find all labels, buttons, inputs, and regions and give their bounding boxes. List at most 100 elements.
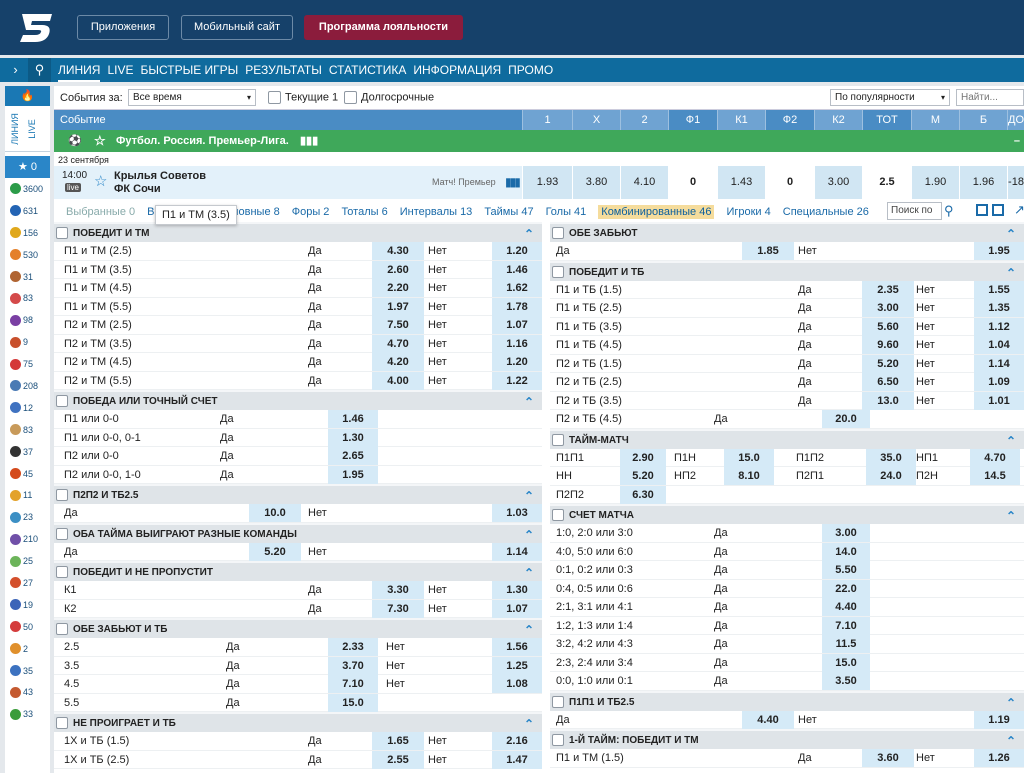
odds-value[interactable]: 1.09 (974, 373, 1024, 391)
market-block-header[interactable]: ПОБЕДИТ И НЕ ПРОПУСТИТ ⌃ (54, 561, 542, 581)
odds-value[interactable]: 1.65 (372, 732, 424, 750)
market-tab[interactable]: Выбранные 0 (66, 206, 136, 218)
sidebar-sport-item[interactable]: 75 (5, 353, 50, 375)
sidebar-sport-item[interactable]: 31 (5, 266, 50, 288)
odds-value[interactable]: 1.16 (492, 334, 542, 353)
odds-value[interactable]: 2.65 (328, 447, 378, 465)
nav-item[interactable]: ЛИНИЯ (58, 58, 101, 82)
market-block-header[interactable]: СЧЕТ МАТЧА ⌃ (550, 504, 1024, 524)
odds-column-header[interactable]: 1 (522, 110, 572, 130)
sidebar-sport-item[interactable]: 23 (5, 506, 50, 528)
market-checkbox[interactable] (552, 433, 564, 446)
market-checkbox[interactable] (56, 566, 68, 579)
sidebar-sport-item[interactable]: 37 (5, 441, 50, 463)
odds-value[interactable]: 24.0 (866, 467, 916, 485)
fonbet-logo-icon[interactable] (18, 10, 54, 44)
chevron-up-icon[interactable]: ⌃ (523, 717, 534, 731)
odds-value[interactable]: 1.62 (492, 279, 542, 297)
odds-column-header[interactable]: ТОТ (862, 110, 911, 130)
market-tab[interactable]: Комбинированные 46 (598, 205, 715, 219)
chevron-up-icon[interactable]: ⌃ (523, 527, 534, 542)
tab-line[interactable]: ЛИНИЯ (9, 113, 20, 145)
odds-value[interactable]: 2.60 (372, 260, 424, 279)
odds-value[interactable]: 7.10 (328, 675, 378, 693)
odds-value[interactable]: 4.00 (372, 371, 424, 390)
loyalty-program-button[interactable]: Программа лояльности (304, 15, 463, 40)
market-checkbox[interactable] (552, 265, 564, 278)
two-column-icon[interactable] (976, 204, 988, 216)
odds-value[interactable]: 3.00 (822, 524, 870, 542)
odds-value[interactable]: 1.03 (492, 504, 542, 522)
market-checkbox[interactable] (56, 623, 68, 636)
odds-cell[interactable]: 1.90 (911, 166, 959, 199)
odds-value[interactable]: 6.50 (862, 373, 914, 391)
market-tab[interactable]: Игроки 4 (726, 206, 771, 218)
sidebar-sport-item[interactable]: 83 (5, 287, 50, 309)
market-block-header[interactable]: ОБЕ ЗАБЬЮТ И ТБ ⌃ (54, 618, 542, 638)
chevron-up-icon[interactable]: ⌃ (523, 623, 534, 637)
odds-column-header[interactable]: К2 (814, 110, 862, 130)
chevron-up-icon[interactable]: ⌃ (523, 489, 534, 503)
market-tab[interactable]: Форы 2 (291, 206, 330, 218)
sidebar-sport-item[interactable]: 210 (5, 528, 50, 550)
chevron-up-icon[interactable]: ⌃ (1005, 265, 1016, 280)
nav-item[interactable]: LIVE (107, 63, 134, 77)
odds-value[interactable]: 4.40 (742, 710, 794, 729)
market-checkbox[interactable] (552, 695, 564, 708)
odds-value[interactable]: 8.10 (724, 467, 774, 485)
odds-value[interactable]: 15.0 (328, 693, 378, 712)
odds-value[interactable]: 3.00 (862, 299, 914, 317)
odds-cell[interactable]: 1.96 (959, 166, 1007, 199)
odds-value[interactable]: 2.35 (862, 280, 914, 299)
odds-value[interactable]: 1.56 (492, 638, 542, 656)
sidebar-sport-item[interactable]: 530 (5, 244, 50, 266)
sidebar-sport-item[interactable]: 27 (5, 572, 50, 594)
odds-value[interactable]: 15.0 (724, 448, 774, 467)
odds-value[interactable]: 2.55 (372, 750, 424, 769)
sidebar-sport-item[interactable]: 19 (5, 594, 50, 616)
odds-value[interactable]: 22.0 (822, 579, 870, 598)
sidebar-sport-item[interactable]: 208 (5, 375, 50, 397)
odds-value[interactable]: 7.10 (822, 616, 870, 635)
odds-value[interactable]: 14.5 (970, 467, 1020, 485)
odds-value[interactable]: 1.07 (492, 599, 542, 618)
odds-value[interactable]: 5.20 (620, 467, 666, 485)
chevron-up-icon[interactable]: ⌃ (523, 395, 534, 409)
star-icon[interactable]: ☆ (94, 173, 108, 190)
odds-value[interactable]: 14.0 (822, 542, 870, 561)
search-icon[interactable]: ⚲ (944, 203, 954, 218)
chevron-up-icon[interactable]: ⌃ (523, 566, 534, 580)
market-search-input[interactable]: Поиск по (887, 202, 942, 220)
odds-value[interactable]: 1.95 (974, 242, 1024, 260)
market-block-header[interactable]: ПОБЕДА ИЛИ ТОЧНЫЙ СЧЕТ ⌃ (54, 390, 542, 410)
team2-name[interactable]: ФК Сочи (114, 183, 161, 195)
chevron-up-icon[interactable]: ⌃ (1005, 433, 1016, 448)
match-row[interactable]: 14:00 live ☆ Крылья Советов ФК Сочи Матч… (54, 166, 1024, 199)
nav-item[interactable]: БЫСТРЫЕ ИГРЫ (140, 63, 239, 77)
odds-value[interactable]: 4.40 (822, 598, 870, 616)
sidebar-sport-item[interactable]: 98 (5, 309, 50, 331)
odds-value[interactable]: 4.30 (372, 242, 424, 260)
odds-value[interactable]: 1.12 (974, 317, 1024, 336)
mobile-site-button[interactable]: Мобильный сайт (181, 15, 293, 40)
odds-value[interactable]: 1.07 (492, 316, 542, 334)
sidebar-sport-item[interactable]: 9 (5, 331, 50, 353)
odds-value[interactable]: 1.46 (328, 410, 378, 428)
sidebar-sport-item[interactable]: 43 (5, 681, 50, 703)
market-checkbox[interactable] (56, 527, 68, 540)
odds-value[interactable]: 3.30 (372, 581, 424, 599)
odds-value[interactable]: 2.20 (372, 279, 424, 297)
odds-value[interactable]: 2.16 (492, 732, 542, 750)
odds-value[interactable]: 4.20 (372, 353, 424, 371)
odds-value[interactable]: 15.0 (822, 653, 870, 672)
market-block-header[interactable]: П2П2 И ТБ2.5 ⌃ (54, 484, 542, 504)
odds-value[interactable]: 1.85 (742, 242, 794, 260)
odds-value[interactable]: 1.14 (492, 542, 542, 561)
expand-icon[interactable]: ↗ (1014, 202, 1024, 217)
odds-value[interactable]: 3.50 (822, 672, 870, 690)
odds-value[interactable]: 5.20 (862, 354, 914, 373)
odds-value[interactable]: 10.0 (249, 504, 301, 522)
chevron-up-icon[interactable]: ⌃ (523, 227, 534, 241)
chevron-up-icon[interactable]: ⌃ (1005, 227, 1016, 241)
market-checkbox[interactable] (552, 509, 564, 522)
